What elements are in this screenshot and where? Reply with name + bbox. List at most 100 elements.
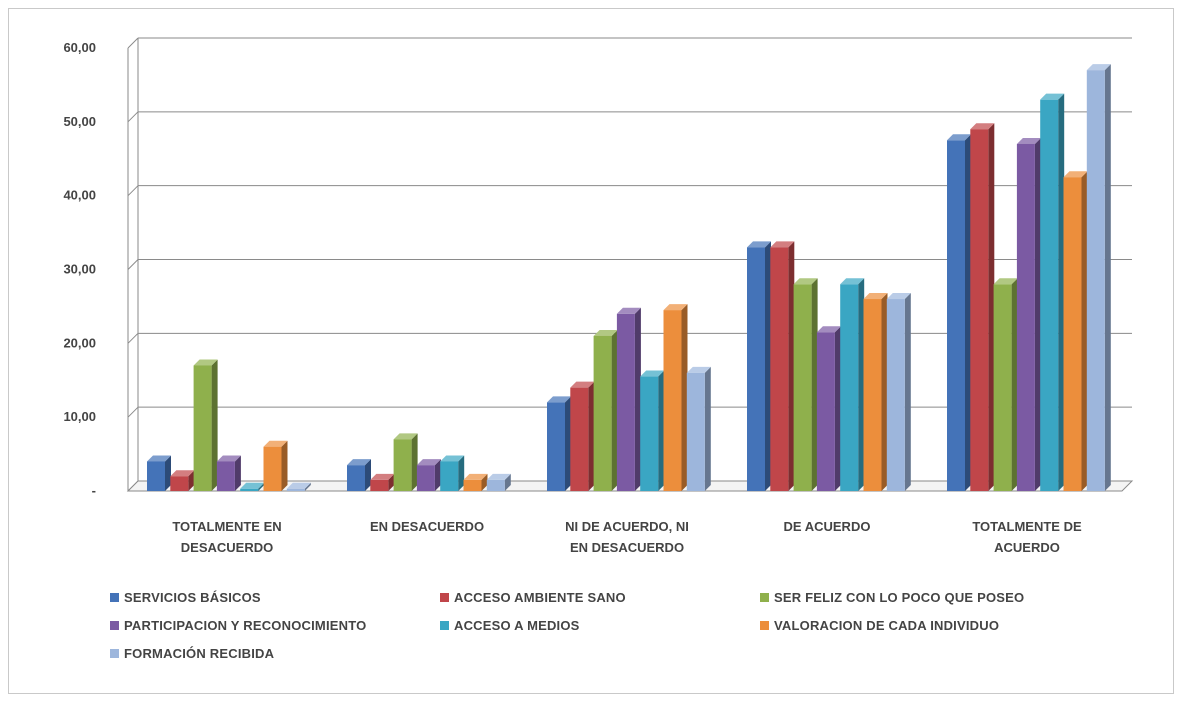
bar-top: [593, 329, 618, 336]
x-tick-label: DE ACUERDO: [784, 519, 871, 534]
y-tick-label: 40,00: [63, 188, 96, 203]
y-tick-label: 20,00: [63, 335, 96, 350]
bar: [640, 376, 659, 491]
bar: [416, 465, 435, 491]
bar-top: [463, 473, 488, 480]
x-tick-label: EN DESACUERDO: [370, 519, 484, 534]
bar-top: [863, 293, 888, 300]
bar: [747, 247, 765, 491]
legend-label: SERVICIOS BÁSICOS: [124, 590, 261, 605]
bar-top: [993, 278, 1018, 285]
bar: [1086, 70, 1105, 492]
chart-legend: SERVICIOS BÁSICOS ACCESO AMBIENTE SANO SER…: [110, 590, 1150, 690]
legend-swatch: [440, 593, 449, 602]
bar: [240, 488, 259, 491]
bar-side: [588, 381, 595, 491]
bar-top: [547, 396, 571, 403]
bar-top: [263, 440, 288, 447]
legend-label: FORMACIÓN RECIBIDA: [124, 646, 275, 661]
bar-side: [704, 366, 711, 491]
bar-side: [788, 241, 795, 491]
x-tick-label: ACUERDO: [994, 540, 1060, 555]
bar-side: [504, 473, 511, 491]
legend-item: ACCESO AMBIENTE SANO: [440, 590, 626, 605]
x-tick-label: TOTALMENTE EN: [172, 519, 281, 534]
bar: [616, 313, 635, 491]
bar-side: [481, 473, 488, 491]
bar-top: [193, 359, 218, 366]
gridline-side: [127, 332, 139, 344]
bar: [770, 247, 789, 491]
x-tick-label: TOTALMENTE DE: [972, 519, 1082, 534]
gridline-side: [127, 37, 139, 49]
bar: [1016, 143, 1035, 491]
bar: [793, 284, 812, 491]
bar: [440, 461, 459, 491]
bar: [193, 365, 212, 491]
bar-side: [281, 440, 288, 491]
bar-side: [304, 482, 311, 491]
legend-label: ACCESO A MEDIOS: [454, 618, 580, 633]
bar-side: [658, 370, 665, 491]
legend-item: SER FELIZ CON LO POCO QUE POSEO: [760, 590, 1024, 605]
bar: [840, 284, 859, 491]
bar-top: [440, 455, 465, 462]
legend-label: PARTICIPACION Y RECONOCIMIENTO: [124, 618, 367, 633]
bar-top: [886, 293, 911, 300]
bar-side: [211, 359, 218, 491]
bar-top: [347, 459, 371, 466]
bar-side: [365, 459, 371, 491]
bar-side: [458, 455, 465, 491]
legend-swatch: [440, 621, 449, 630]
bar-side: [1034, 137, 1041, 491]
bar: [993, 284, 1012, 491]
legend-item: PARTICIPACION Y RECONOCIMIENTO: [110, 618, 366, 633]
bar-top: [1063, 171, 1088, 178]
bar-top: [216, 455, 241, 462]
bar: [593, 335, 612, 491]
gridline-side: [127, 185, 139, 197]
bar: [170, 476, 189, 491]
bar: [547, 402, 565, 491]
bar-side: [434, 459, 441, 491]
y-tick-label: -: [92, 483, 96, 498]
bar: [286, 488, 305, 491]
bar: [263, 446, 282, 491]
bar-top: [747, 241, 771, 248]
legend-label: SER FELIZ CON LO POCO QUE POSEO: [774, 590, 1025, 605]
bar-side: [188, 470, 195, 491]
bar-side: [388, 473, 395, 491]
bar-top: [240, 482, 265, 489]
gridline-side: [127, 259, 139, 270]
bar-top: [816, 326, 841, 333]
bar: [347, 465, 365, 491]
bar-top: [416, 459, 441, 466]
bar: [1063, 177, 1082, 492]
bar: [886, 299, 905, 491]
bar-top: [840, 278, 865, 285]
bar-side: [965, 134, 971, 491]
bar-side: [611, 329, 618, 491]
bar: [370, 479, 389, 491]
legend-swatch: [760, 621, 769, 630]
bar: [393, 439, 412, 491]
bar-top: [616, 307, 641, 314]
legend-swatch: [760, 593, 769, 602]
bar-top: [947, 134, 971, 141]
bar: [970, 129, 989, 491]
legend-swatch: [110, 649, 119, 658]
bar-top: [1016, 137, 1041, 144]
bar: [663, 310, 682, 491]
bar: [463, 479, 482, 491]
bar-top: [170, 470, 195, 477]
legend-item: VALORACION DE CADA INDIVIDUO: [760, 618, 999, 633]
y-tick-label: 60,00: [63, 40, 96, 55]
x-tick-label: DESACUERDO: [181, 540, 273, 555]
bar-top: [640, 370, 665, 377]
bar: [147, 461, 165, 491]
x-tick-label: EN DESACUERDO: [570, 540, 684, 555]
bar: [863, 299, 882, 491]
bar-side: [881, 293, 888, 491]
bar-side: [258, 482, 265, 491]
